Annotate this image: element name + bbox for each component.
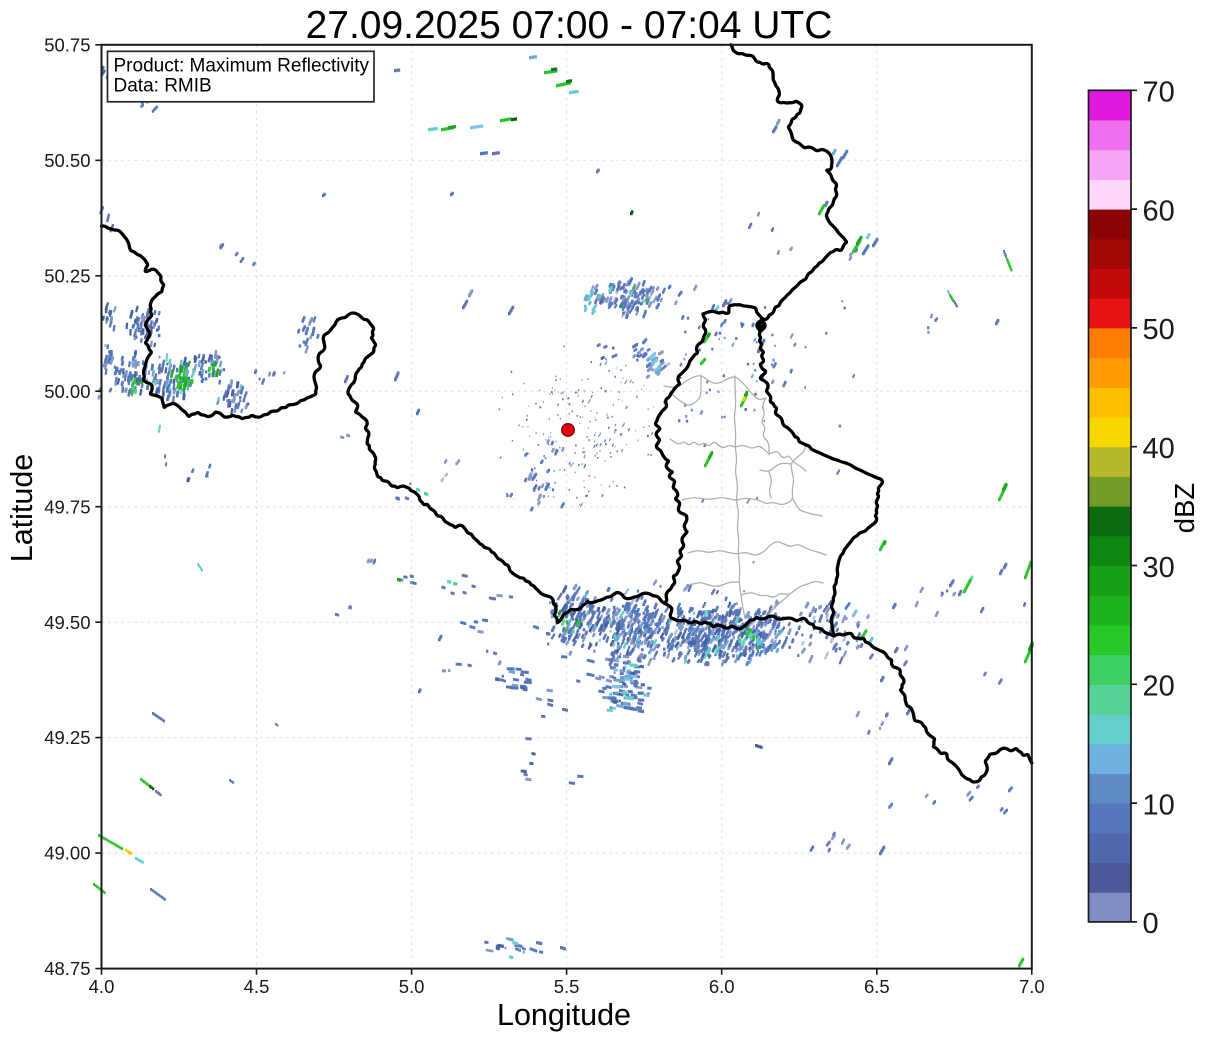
svg-text:7.0: 7.0 — [1019, 976, 1045, 997]
svg-text:6.0: 6.0 — [709, 976, 735, 997]
svg-text:5.5: 5.5 — [554, 976, 580, 997]
svg-text:50.25: 50.25 — [44, 265, 90, 286]
svg-text:Product: Maximum Reflectivity: Product: Maximum Reflectivity — [114, 55, 370, 76]
svg-text:6.5: 6.5 — [864, 976, 890, 997]
svg-text:20: 20 — [1143, 671, 1175, 703]
svg-text:49.75: 49.75 — [44, 496, 90, 517]
svg-text:27.09.2025 07:00 - 07:04 UTC: 27.09.2025 07:00 - 07:04 UTC — [306, 4, 833, 47]
svg-text:50.50: 50.50 — [44, 150, 90, 171]
svg-text:0: 0 — [1143, 908, 1159, 940]
svg-text:10: 10 — [1143, 789, 1175, 821]
svg-text:50.00: 50.00 — [44, 381, 90, 402]
svg-text:49.25: 49.25 — [44, 727, 90, 748]
svg-text:5.0: 5.0 — [399, 976, 425, 997]
svg-text:dBZ: dBZ — [1169, 483, 1200, 533]
svg-text:4.5: 4.5 — [244, 976, 270, 997]
svg-text:Longitude: Longitude — [497, 998, 631, 1032]
svg-text:30: 30 — [1143, 552, 1175, 584]
svg-text:49.00: 49.00 — [44, 843, 90, 864]
svg-text:50.75: 50.75 — [44, 34, 90, 55]
svg-text:Latitude: Latitude — [5, 454, 39, 563]
svg-text:48.75: 48.75 — [44, 958, 90, 979]
svg-text:70: 70 — [1143, 77, 1175, 109]
svg-text:49.50: 49.50 — [44, 612, 90, 633]
svg-text:40: 40 — [1143, 433, 1175, 465]
svg-text:Data: RMIB: Data: RMIB — [114, 76, 212, 97]
svg-text:50: 50 — [1143, 314, 1175, 346]
svg-text:4.0: 4.0 — [89, 976, 115, 997]
svg-text:60: 60 — [1143, 195, 1175, 227]
